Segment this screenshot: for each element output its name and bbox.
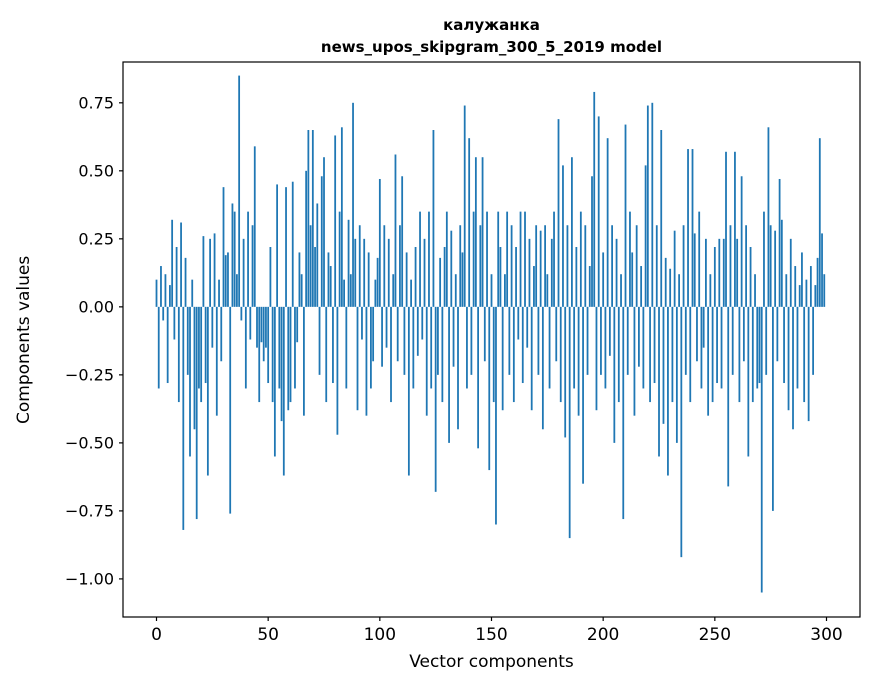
y-tick-label: −0.50 xyxy=(64,433,114,453)
x-tick-label: 300 xyxy=(810,625,843,645)
x-tick-label: 250 xyxy=(698,625,732,645)
y-axis-label: Components values xyxy=(14,255,34,424)
x-axis-label: Vector components xyxy=(409,652,574,672)
x-tick-label: 200 xyxy=(586,625,620,645)
x-tick-label: 0 xyxy=(151,625,162,645)
y-tick-label: 0.75 xyxy=(78,93,114,113)
y-tick-label: 0.25 xyxy=(78,229,114,249)
x-tick-label: 150 xyxy=(475,625,508,645)
y-tick-label: −0.25 xyxy=(64,365,114,385)
y-tick-label: 0.50 xyxy=(78,161,114,181)
chart-title: калужанка news_upos_skipgram_300_5_2019 … xyxy=(123,14,860,58)
x-tick-label: 50 xyxy=(257,625,279,645)
y-tick-label: −1.00 xyxy=(64,569,114,589)
y-tick-label: 0.00 xyxy=(78,297,114,317)
x-tick-label: 100 xyxy=(363,625,397,645)
chart-title-line1: калужанка xyxy=(443,16,540,34)
y-tick-label: −0.75 xyxy=(64,501,114,521)
chart-title-line2: news_upos_skipgram_300_5_2019 model xyxy=(320,38,663,56)
